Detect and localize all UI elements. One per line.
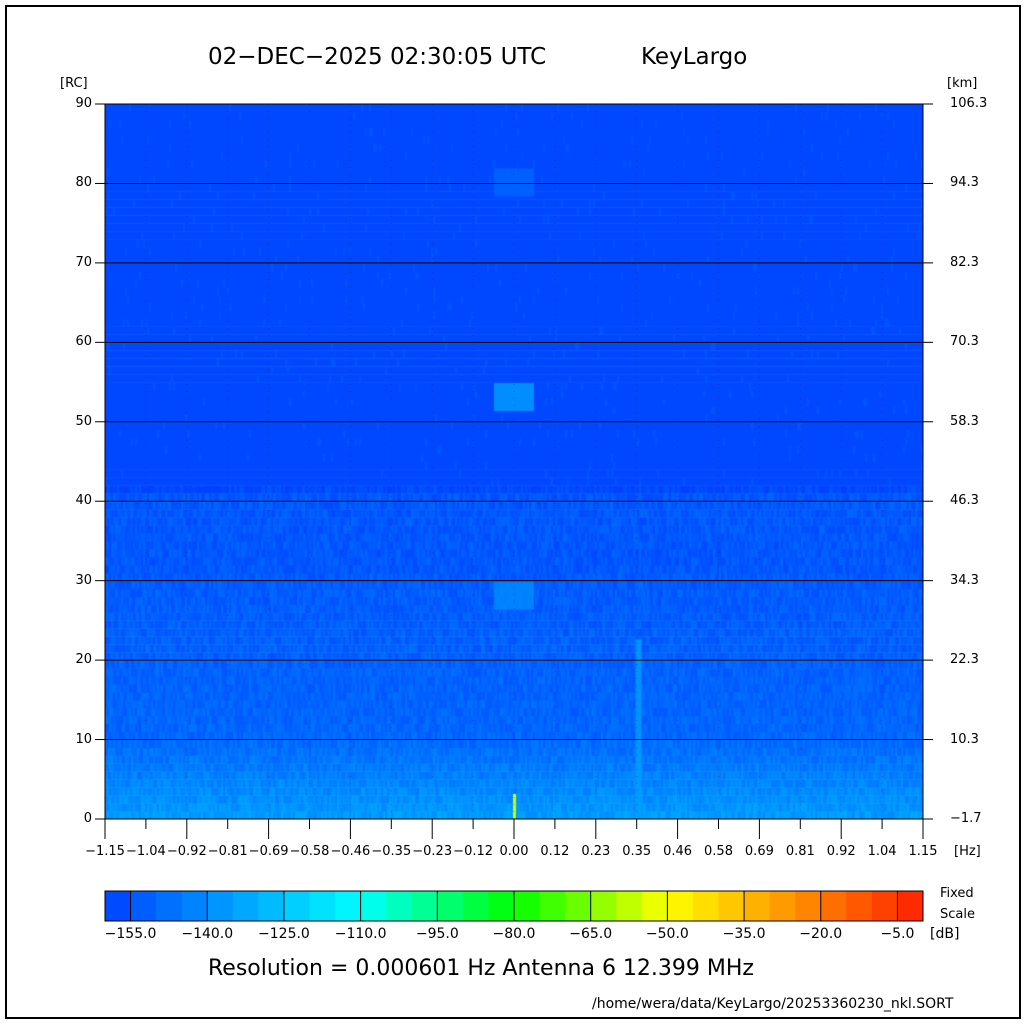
y-tick-label: 50 [75, 413, 92, 429]
colorbar-bin [897, 891, 924, 921]
colorbar-bin [360, 891, 387, 921]
y-right-tick-label: 106.3 [950, 96, 988, 111]
colorbar-tick-label: −95.0 [415, 926, 459, 942]
x-tick-label: 0.92 [826, 844, 856, 859]
colorbar-bin [283, 891, 310, 921]
y-right-tick-label: 10.3 [950, 731, 979, 747]
colorbar-bin [462, 891, 489, 921]
station-name: KeyLargo [641, 44, 748, 70]
x-tick-label: 0.69 [744, 844, 774, 859]
colorbar-bin [488, 891, 515, 921]
scale-label: Scale [940, 907, 975, 922]
colorbar-bin [718, 891, 745, 921]
colorbar-bin [258, 891, 285, 921]
y-right-tick-label: 58.3 [950, 413, 979, 429]
colorbar-mode: Fixed Scale [940, 883, 975, 925]
colorbar-bin [795, 891, 822, 921]
colorbar-bin [565, 891, 592, 921]
colorbar-bin [411, 891, 438, 921]
y-tick-label: 20 [75, 652, 92, 668]
colorbar-tick-label: −110.0 [334, 926, 387, 942]
y-tick-label: 60 [75, 334, 92, 350]
colorbar-tick-label: −125.0 [258, 926, 310, 942]
x-tick-label: 0.23 [581, 844, 611, 859]
y-tick-label: 10 [75, 731, 92, 747]
colorbar-tick-label: −20.0 [799, 926, 843, 942]
colorbar-tick-label: −80.0 [492, 926, 536, 942]
resolution-info: Resolution = 0.000601 Hz Antenna 6 12.39… [208, 956, 754, 981]
colorbar-bin [156, 891, 183, 921]
y-tick-label: 70 [75, 254, 92, 270]
x-tick-label: 0.58 [704, 844, 733, 859]
x-tick-label: 0.35 [622, 844, 652, 859]
y-tick-label: 90 [75, 96, 92, 111]
colorbar-bin [616, 891, 643, 921]
colorbar-bin [590, 891, 617, 921]
colorbar-bin [692, 891, 719, 921]
colorbar-unit: [dB] [930, 926, 960, 942]
x-tick-label: −0.23 [412, 844, 453, 859]
colorbar-bin [514, 891, 541, 921]
x-tick-label: −1.04 [125, 844, 166, 859]
x-tick-label: 1.15 [908, 844, 938, 859]
y-right-tick-label: −1.7 [950, 811, 982, 826]
x-tick-label: 0.46 [663, 844, 693, 859]
y-right-tick-label: 94.3 [950, 175, 979, 191]
x-tick-label: −0.69 [248, 844, 289, 859]
colorbar-bin [335, 891, 362, 921]
plot-frame [5, 5, 1021, 1019]
colorbar-bin [871, 891, 898, 921]
x-unit-label: [Hz] [954, 844, 981, 859]
x-tick-label: 0.00 [499, 844, 529, 859]
colorbar-bin [744, 891, 771, 921]
fixed-label: Fixed [940, 886, 974, 901]
colorbar-bin [769, 891, 796, 921]
colorbar-bin [130, 891, 157, 921]
y-right-tick-label: 22.3 [950, 652, 979, 668]
y-right-tick-label: 82.3 [950, 254, 979, 270]
chart-title: 02−DEC−2025 02:30:05 UTC [208, 44, 547, 70]
x-tick-label: −0.12 [453, 844, 494, 859]
x-tick-label: −0.92 [166, 844, 207, 859]
colorbar-bin [667, 891, 694, 921]
x-tick-label: 0.12 [540, 844, 570, 859]
spectrogram-heatmap [105, 104, 923, 819]
y-tick-label: 30 [75, 572, 92, 588]
x-tick-label: −0.81 [207, 844, 248, 859]
x-tick-label: 1.04 [867, 844, 897, 859]
colorbar-bin [386, 891, 413, 921]
colorbar-bin [539, 891, 566, 921]
x-tick-label: −0.35 [371, 844, 412, 859]
colorbar-bin [846, 891, 873, 921]
y-right-tick-label: 34.3 [950, 572, 979, 588]
colorbar-tick-label: −65.0 [569, 926, 613, 942]
y-tick-label: 40 [75, 493, 92, 509]
colorbar-tick-label: −140.0 [181, 926, 234, 942]
colorbar-bin [437, 891, 464, 921]
y-right-tick-label: 70.3 [950, 334, 979, 350]
colorbar-tick-label: −155.0 [104, 926, 157, 942]
x-tick-label: 0.81 [785, 844, 815, 859]
y-left-unit: [RC] [60, 76, 88, 91]
colorbar-bin [181, 891, 208, 921]
colorbar-bin [641, 891, 668, 921]
colorbar-bin [207, 891, 234, 921]
y-tick-label: 0 [83, 811, 92, 826]
file-path: /home/wera/data/KeyLargo/20253360230_nkl… [592, 996, 954, 1012]
colorbar-bin [820, 891, 847, 921]
y-tick-label: 80 [75, 175, 92, 191]
colorbar-tick-label: −5.0 [880, 926, 915, 942]
colorbar-bin [309, 891, 336, 921]
colorbar-tick-label: −35.0 [722, 926, 766, 942]
y-right-tick-label: 46.3 [950, 493, 979, 509]
x-tick-label: −0.58 [289, 844, 330, 859]
colorbar-tick-label: −50.0 [645, 926, 689, 942]
x-tick-label: −1.15 [85, 844, 125, 859]
colorbar-bin [232, 891, 259, 921]
x-tick-label: −0.46 [330, 844, 371, 859]
colorbar-bin [105, 891, 132, 921]
y-right-unit: [km] [947, 76, 978, 91]
